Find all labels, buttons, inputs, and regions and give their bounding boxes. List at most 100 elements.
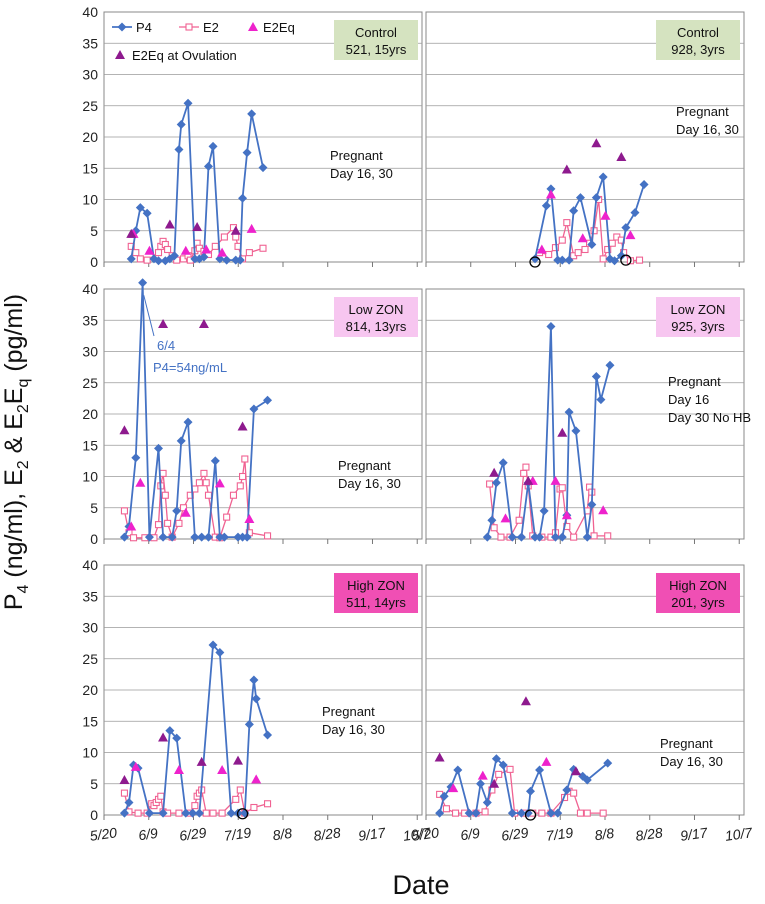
panel-subtitle: 928, 3yrs xyxy=(671,42,725,57)
e2-point xyxy=(129,534,138,542)
e2eq-point xyxy=(477,770,488,780)
x-tick-label: 6/29 xyxy=(178,824,207,844)
e2eq-point xyxy=(550,475,561,485)
e2-point xyxy=(175,519,183,527)
callout-arrow xyxy=(143,295,155,337)
e2-point xyxy=(232,233,240,241)
ovulation-circle xyxy=(620,254,632,266)
p4-point xyxy=(154,256,164,266)
e2eq-ovulation-point xyxy=(233,755,244,765)
ylabel-part-units2: (pg/ml) xyxy=(0,294,28,379)
p4-point xyxy=(557,532,567,542)
p4-point xyxy=(154,443,164,453)
p4-point xyxy=(238,193,248,203)
p4-point xyxy=(482,532,492,542)
e2-point xyxy=(558,236,566,244)
p4-point xyxy=(190,532,200,542)
e2-point xyxy=(515,516,523,524)
e2eq-ovulation-point xyxy=(158,732,169,742)
e2-point xyxy=(143,256,151,264)
e2eq-point xyxy=(201,244,212,254)
p4-point xyxy=(174,145,184,154)
e2-point xyxy=(259,244,267,252)
e2eq-point xyxy=(545,189,556,199)
p4-point xyxy=(135,203,145,213)
p4-point xyxy=(233,532,243,542)
p4-point xyxy=(587,500,597,510)
p4-point xyxy=(550,532,560,542)
p4-point xyxy=(610,256,620,266)
p4-point xyxy=(242,148,252,158)
e2-point xyxy=(506,765,514,773)
e2-point xyxy=(241,455,249,463)
p4-point xyxy=(219,532,229,542)
e2-point xyxy=(120,507,128,515)
p4-point xyxy=(476,779,486,789)
x-tick-label: 6/9 xyxy=(137,825,159,844)
e2-point xyxy=(229,491,238,499)
legend-p4-marker xyxy=(117,22,127,32)
y-tick-label: 40 xyxy=(82,281,98,297)
p4-point xyxy=(131,453,141,463)
panel-title: Low ZON xyxy=(671,302,726,317)
e2eq-ovulation-point xyxy=(158,319,169,328)
e2eq-point xyxy=(217,765,228,774)
panel-p5: 0 5 10 15 20 25 30 35 40 5/20 6/9 6/29 7/19 8/8 8/28 9/… xyxy=(82,557,432,844)
e2-point xyxy=(236,482,244,490)
e2eq-point xyxy=(180,507,191,517)
p4-point xyxy=(591,372,601,381)
legend-e2eq-ov-marker xyxy=(115,50,125,59)
y-tick-label: 35 xyxy=(82,312,98,328)
e2eq-point xyxy=(561,510,572,520)
p4-point xyxy=(571,426,581,436)
e2-point xyxy=(583,809,591,817)
p4-point xyxy=(138,278,148,288)
e2eq-ovulation-point xyxy=(198,319,209,328)
p4-point xyxy=(498,458,508,468)
annotation-line: Pregnant xyxy=(338,458,391,473)
title-box xyxy=(334,297,418,337)
e2-point xyxy=(497,533,505,541)
e2eq-ovulation-point xyxy=(230,225,241,235)
e2-point xyxy=(161,491,169,499)
y-tick-label: 10 xyxy=(82,192,98,208)
p4-point xyxy=(621,223,631,233)
ylabel-part-e: E xyxy=(0,388,28,405)
ylabel-sub-4: 4 xyxy=(15,584,32,593)
y-tick-label: 15 xyxy=(82,713,98,729)
e2-point xyxy=(136,255,144,263)
e2eq-ovulation-point xyxy=(520,696,531,706)
p4-point xyxy=(546,184,556,194)
e2eq-point xyxy=(144,245,155,255)
p4-point xyxy=(142,208,152,218)
panel-title: Control xyxy=(355,25,397,40)
e2-point xyxy=(127,242,135,250)
e2-point xyxy=(545,250,553,259)
p4-point xyxy=(208,141,218,151)
y-tick-label: 0 xyxy=(90,254,98,270)
p4-point xyxy=(564,255,574,265)
e2eq-point xyxy=(577,233,588,243)
e2eq-ovulation-point xyxy=(119,425,130,435)
panel-title: High ZON xyxy=(669,578,727,593)
y-tick-label: 35 xyxy=(82,35,98,51)
e2eq-ovulation-point xyxy=(196,756,207,766)
annotation-line: Pregnant xyxy=(660,736,713,751)
p4-point xyxy=(535,765,545,775)
p4-point xyxy=(546,808,556,818)
p4-point xyxy=(226,808,236,818)
e2-point xyxy=(451,809,460,817)
panel-p4: Low ZON 925, 3yrs Pregnant Day 16 Day 30 No … xyxy=(425,288,751,544)
e2-point xyxy=(218,809,226,817)
y-tick-label: 20 xyxy=(82,682,98,698)
annotation-line: Pregnant xyxy=(330,148,383,163)
e2-point xyxy=(245,249,253,257)
p4-point xyxy=(126,254,136,264)
p4-point xyxy=(587,240,597,249)
e2-point xyxy=(239,472,247,481)
e2eq-point xyxy=(246,223,257,233)
p4-point xyxy=(208,640,218,650)
p4-point xyxy=(258,163,268,173)
e2-point xyxy=(202,809,210,817)
